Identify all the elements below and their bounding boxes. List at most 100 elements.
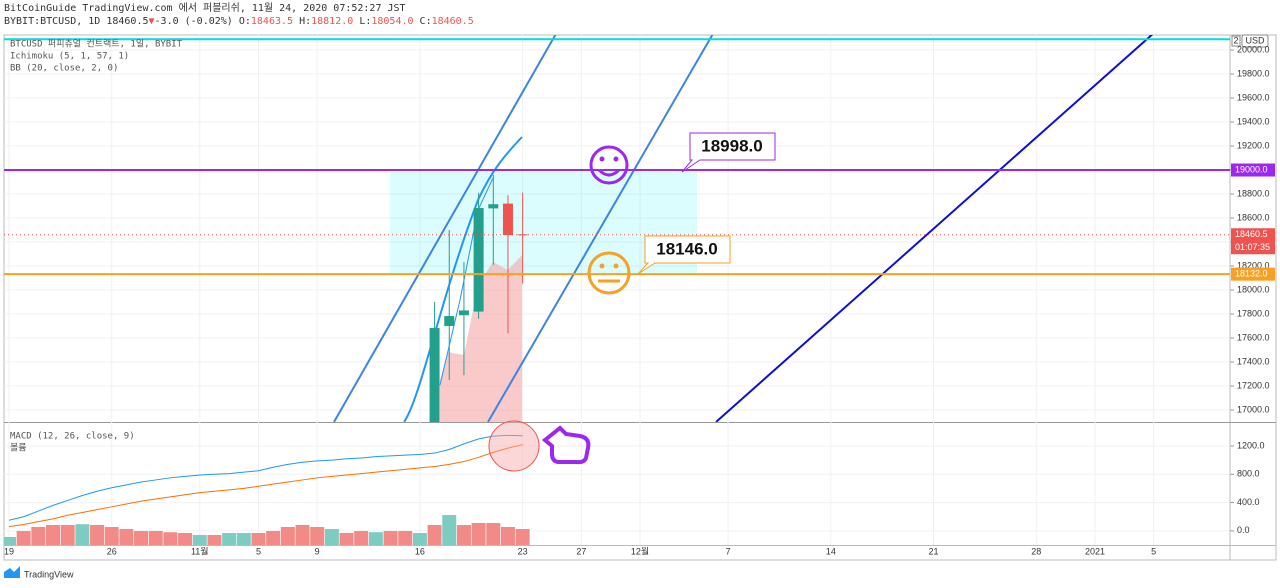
candle-body <box>458 310 469 316</box>
arrow: ▼ <box>149 16 155 27</box>
candle-body <box>429 328 440 422</box>
smiley-neutral <box>587 251 631 295</box>
footer: TradingView <box>24 569 74 579</box>
currency-badge <box>1241 34 1269 48</box>
macd-line <box>8 444 523 528</box>
price-badge-label: 18460.5 <box>1235 229 1268 239</box>
c-label: C: <box>420 16 432 27</box>
macd-legend: MACD (12, 26, close, 9) <box>10 432 135 442</box>
smiley-happy <box>589 145 629 185</box>
y-tick-label: 0.0 <box>1237 525 1250 535</box>
volume-bar <box>90 525 105 545</box>
trend-line <box>487 35 714 422</box>
volume-bar <box>500 527 515 545</box>
volume-bar <box>486 523 501 545</box>
grid <box>4 35 1230 545</box>
volume-bar <box>222 533 237 545</box>
price-badge-label: 18132.0 <box>1235 269 1268 279</box>
o-label: O: <box>239 16 251 27</box>
price-badge <box>1231 267 1275 281</box>
logo <box>4 566 20 578</box>
l-label: L: <box>359 16 371 27</box>
y-tick-label: 400.0 <box>1237 497 1260 507</box>
volume-bar <box>75 524 90 545</box>
x-tick-label: 16 <box>415 546 425 556</box>
trend-line <box>333 35 557 422</box>
callout: 18146.0 <box>637 235 731 275</box>
y-tick-label: 19200.0 <box>1237 140 1270 150</box>
volume-bar <box>354 531 369 545</box>
callout-text: 18998.0 <box>701 136 762 155</box>
x-tick-label: 5 <box>256 546 261 556</box>
volume-bar <box>148 531 163 545</box>
x-tick-label: 7 <box>726 546 731 556</box>
x-tick-label: 12월 <box>631 545 649 556</box>
bb-upper <box>403 136 523 422</box>
x-tick-label: 2021 <box>1085 546 1105 556</box>
volume-bar <box>31 527 46 545</box>
y-tick-label: 19400.0 <box>1237 116 1270 126</box>
volume-bar <box>4 537 16 545</box>
h-label: H: <box>299 16 311 27</box>
x-tick-label: 11월 <box>191 545 209 556</box>
volume-bar <box>192 535 207 545</box>
drawings <box>333 35 1154 422</box>
candle-body <box>517 234 528 236</box>
o: 18463.5 <box>251 16 293 27</box>
symbol: BYBIT:BTCUSD, 1D 18460.5 <box>4 16 149 27</box>
ichimoku-line <box>439 177 494 386</box>
legend: BB (20, close, 2, 0) <box>10 64 118 74</box>
volume-bar <box>251 533 266 545</box>
volume-bar <box>412 533 427 545</box>
volume-bar <box>236 533 251 545</box>
h: 18812.0 <box>311 16 353 27</box>
volume-bar <box>427 525 442 545</box>
y-tick-label: 18000.0 <box>1237 284 1270 294</box>
x-tick-label: 26 <box>107 546 117 556</box>
volume-bar <box>46 525 61 545</box>
y-tick-label: 20000.0 <box>1237 44 1270 54</box>
volume-bar <box>471 523 486 545</box>
volume-bar <box>339 533 354 545</box>
legend: Ichimoku (5, 1, 57, 1) <box>10 52 129 62</box>
scale-badge-text: 2 <box>1233 35 1238 45</box>
x-tick-label: 14 <box>826 546 836 556</box>
y-tick-label: 17400.0 <box>1237 356 1270 366</box>
x-tick-label: 19 <box>4 546 14 556</box>
volume-legend: 볼륨 <box>10 443 27 454</box>
legend: BTCUSD 퍼피츄얼 컨트랙트, 1일, BYBIT <box>10 39 183 50</box>
c: 18460.5 <box>432 16 474 27</box>
y-tick-label: 18800.0 <box>1237 188 1270 198</box>
y-tick-label: 19600.0 <box>1237 92 1270 102</box>
change: -3.0 (-0.02%) <box>155 16 233 27</box>
y-tick-label: 17800.0 <box>1237 308 1270 318</box>
volume-bar <box>456 525 471 545</box>
volume-bar <box>515 529 530 545</box>
volume-bar <box>178 533 193 545</box>
candle-body <box>502 203 513 236</box>
pointing-hand <box>541 425 591 465</box>
volume-bar <box>134 531 149 545</box>
x-tick-label: 27 <box>576 546 586 556</box>
currency: USD <box>1245 35 1265 45</box>
volume-bar <box>163 532 178 545</box>
volume-bar <box>383 531 398 545</box>
macd-line <box>8 434 523 521</box>
scale-badge <box>1231 35 1241 47</box>
volume-bar <box>324 529 339 545</box>
volume-bar <box>368 532 383 545</box>
price-badge <box>1231 163 1275 177</box>
volume-bar <box>207 535 222 545</box>
volume-bar <box>16 531 31 545</box>
y-tick-label: 17000.0 <box>1237 404 1270 414</box>
trend-line <box>715 35 1154 422</box>
y-tick-label: 17600.0 <box>1237 332 1270 342</box>
volume-bar <box>104 527 119 545</box>
price-badge-label: 19000.0 <box>1235 164 1268 174</box>
countdown: 01:07:35 <box>1235 242 1270 252</box>
bb-lower-area <box>440 255 522 422</box>
x-tick-label: 9 <box>315 546 320 556</box>
y-tick-label: 17200.0 <box>1237 380 1270 390</box>
y-tick-label: 800.0 <box>1237 469 1260 479</box>
